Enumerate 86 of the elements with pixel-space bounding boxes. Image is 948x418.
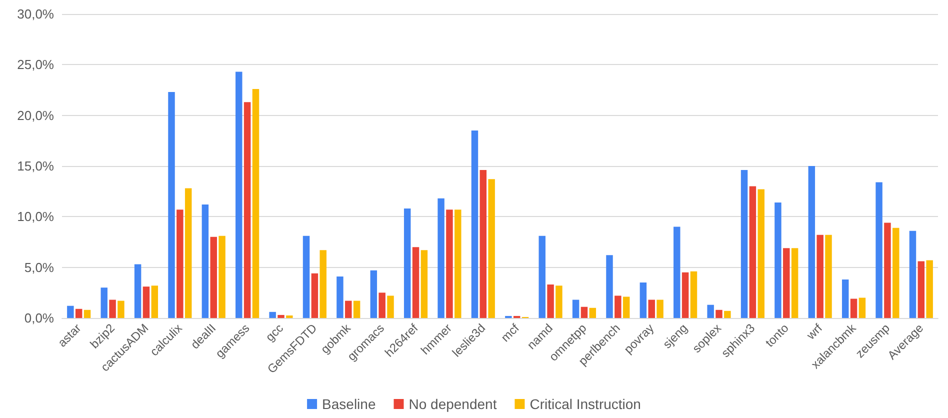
bar [244, 102, 251, 318]
legend-label: Critical Instruction [530, 396, 641, 412]
bar [320, 250, 326, 318]
bar [547, 284, 554, 318]
bar [202, 204, 209, 318]
bar [640, 282, 647, 318]
bar [783, 248, 790, 318]
bar [176, 210, 184, 318]
bar [556, 286, 562, 318]
bar [580, 306, 588, 318]
bar [420, 250, 428, 318]
y-tick-label: 20,0% [17, 108, 54, 123]
bar [404, 208, 411, 318]
bar [825, 234, 832, 318]
bar [656, 300, 664, 318]
bar [918, 261, 925, 318]
bar [218, 236, 226, 318]
bar [716, 310, 722, 318]
bar [488, 179, 495, 318]
bar [724, 310, 731, 318]
bar [378, 292, 386, 318]
bar [210, 236, 217, 318]
bar [674, 226, 680, 318]
bar [740, 170, 748, 318]
bar [67, 306, 74, 318]
bar [648, 300, 655, 318]
bar [370, 270, 378, 318]
legend-label: Baseline [322, 396, 376, 412]
bar [842, 279, 849, 318]
bar [236, 72, 242, 318]
bar [84, 310, 91, 318]
bar [184, 188, 192, 318]
bar [808, 166, 816, 318]
bar [118, 300, 124, 318]
bar [471, 130, 478, 318]
bar [412, 247, 420, 318]
bar [892, 228, 900, 318]
y-tick-label: 10,0% [17, 209, 54, 224]
bar [480, 170, 487, 318]
bar [387, 296, 394, 318]
bar [858, 298, 866, 318]
y-tick-label: 0,0% [24, 310, 54, 326]
bar [269, 312, 276, 318]
bar [690, 271, 698, 318]
bar [707, 304, 714, 318]
bar [75, 308, 82, 318]
bar [884, 222, 891, 318]
bar [876, 182, 882, 318]
bar [622, 296, 630, 318]
y-tick-label: 30,0% [17, 6, 54, 22]
bar [774, 202, 782, 318]
bar [909, 230, 916, 318]
bar [614, 296, 622, 318]
bar [816, 234, 824, 318]
bar [791, 248, 798, 318]
bar [278, 314, 284, 318]
bar [109, 300, 116, 318]
bar [168, 92, 175, 318]
bar [302, 236, 310, 318]
y-tick-label: 15,0% [17, 158, 54, 174]
bar [345, 300, 352, 318]
bar [438, 198, 444, 318]
bar [311, 273, 318, 318]
bar [142, 286, 150, 318]
bar [538, 236, 546, 318]
bar [606, 255, 613, 318]
bar [100, 288, 108, 318]
bar [589, 308, 596, 318]
bar [252, 88, 260, 318]
y-tick-label: 5,0% [24, 260, 54, 275]
y-tick-label: 25,0% [17, 57, 54, 72]
bar [454, 210, 462, 318]
bar [758, 189, 764, 318]
bar [926, 260, 933, 318]
bar [353, 300, 360, 318]
bar [286, 315, 293, 318]
bar [134, 264, 142, 318]
bar [850, 298, 858, 318]
x-tick-label: mcf [498, 320, 522, 345]
legend-label: No dependent [408, 396, 497, 412]
bar [749, 186, 756, 318]
bar [446, 210, 453, 318]
bar [151, 286, 158, 318]
bar [336, 276, 344, 318]
bar [682, 272, 689, 318]
bar [572, 300, 580, 318]
